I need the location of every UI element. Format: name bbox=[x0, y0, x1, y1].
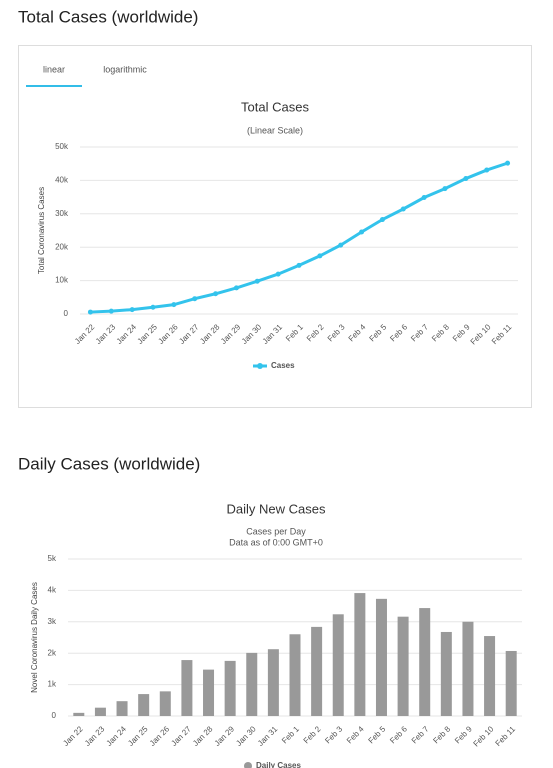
x-tick-label: Jan 26 bbox=[148, 724, 172, 748]
bar bbox=[332, 614, 344, 716]
bar bbox=[138, 694, 150, 716]
x-tick-label: Jan 22 bbox=[61, 724, 85, 748]
y-tick-label: 2k bbox=[48, 648, 57, 657]
bar bbox=[267, 649, 279, 716]
bar bbox=[116, 701, 128, 716]
point bbox=[338, 242, 344, 248]
y-tick-label: 30k bbox=[55, 209, 69, 218]
x-tick-label: Feb 3 bbox=[323, 724, 344, 745]
x-tick-label: Jan 30 bbox=[234, 724, 258, 748]
legend-label: Daily Cases bbox=[256, 761, 301, 768]
point bbox=[192, 296, 198, 302]
x-tick-label: Feb 5 bbox=[367, 724, 388, 745]
section-heading: Total Cases (worldwide) bbox=[18, 7, 198, 26]
bar bbox=[397, 616, 409, 716]
bar bbox=[419, 608, 431, 716]
point bbox=[213, 291, 219, 297]
point bbox=[484, 167, 490, 173]
x-tick-label: Feb 7 bbox=[410, 724, 431, 745]
point bbox=[233, 285, 239, 291]
x-tick-label: Feb 4 bbox=[345, 724, 366, 745]
y-tick-label: 40k bbox=[55, 176, 69, 185]
point bbox=[505, 160, 511, 166]
bar bbox=[462, 621, 474, 716]
x-tick-label: Jan 31 bbox=[256, 724, 280, 748]
x-tick-label: Feb 6 bbox=[388, 724, 409, 745]
y-axis-title: Total Coronavirus Cases bbox=[37, 187, 46, 274]
point bbox=[129, 307, 135, 313]
x-tick-label: Jan 27 bbox=[169, 724, 193, 748]
y-tick-label: 10k bbox=[55, 276, 69, 285]
bar bbox=[505, 650, 517, 716]
bar bbox=[224, 660, 236, 716]
point bbox=[150, 304, 156, 310]
section-heading: Daily Cases (worldwide) bbox=[18, 454, 200, 473]
x-tick-label: Feb 1 bbox=[280, 724, 301, 745]
chart-box bbox=[18, 45, 532, 408]
point bbox=[400, 206, 406, 212]
bar bbox=[159, 691, 171, 716]
x-tick-label: Feb 2 bbox=[302, 724, 323, 745]
point bbox=[108, 308, 114, 314]
point bbox=[421, 195, 427, 201]
point bbox=[254, 278, 260, 284]
point bbox=[379, 217, 385, 223]
y-tick-label: 0 bbox=[64, 309, 69, 318]
point bbox=[275, 271, 281, 277]
point bbox=[463, 176, 469, 182]
point bbox=[171, 302, 177, 308]
y-tick-label: 3k bbox=[48, 617, 57, 626]
tab[interactable]: logarithmic bbox=[103, 64, 147, 74]
chart-subtitle: Data as of 0:00 GMT+0 bbox=[229, 537, 323, 547]
point bbox=[87, 309, 93, 315]
legend-label: Cases bbox=[271, 361, 295, 370]
point bbox=[296, 262, 302, 268]
point bbox=[359, 229, 365, 235]
legend-symbol bbox=[257, 363, 263, 369]
bar bbox=[289, 634, 301, 716]
chart-title: Daily New Cases bbox=[227, 501, 326, 516]
bar bbox=[246, 652, 258, 716]
chart-subtitle: Cases per Day bbox=[246, 526, 306, 536]
y-tick-label: 0 bbox=[52, 711, 57, 720]
bar bbox=[484, 636, 496, 716]
bar bbox=[73, 712, 85, 716]
x-tick-label: Feb 10 bbox=[472, 724, 496, 748]
y-tick-label: 50k bbox=[55, 142, 69, 151]
y-tick-label: 5k bbox=[48, 554, 57, 563]
x-tick-label: Jan 23 bbox=[83, 724, 107, 748]
y-tick-label: 4k bbox=[48, 586, 57, 595]
x-tick-label: Jan 25 bbox=[126, 724, 150, 748]
chart-subtitle: (Linear Scale) bbox=[247, 125, 303, 135]
bar bbox=[440, 631, 452, 716]
y-tick-label: 1k bbox=[48, 680, 57, 689]
bar bbox=[181, 660, 193, 716]
bar bbox=[311, 626, 323, 716]
bar bbox=[354, 593, 366, 716]
bar bbox=[375, 598, 387, 716]
y-tick-label: 20k bbox=[55, 242, 69, 251]
x-tick-label: Jan 29 bbox=[213, 724, 237, 748]
x-tick-label: Jan 28 bbox=[191, 724, 215, 748]
chart-title: Total Cases bbox=[241, 99, 309, 114]
point bbox=[442, 186, 448, 192]
bar bbox=[94, 707, 106, 716]
x-tick-label: Feb 8 bbox=[431, 724, 452, 745]
y-axis-title: Novel Coronavirus Daily Cases bbox=[30, 582, 39, 693]
legend-symbol bbox=[244, 762, 252, 768]
tab[interactable]: linear bbox=[43, 64, 65, 74]
x-tick-label: Jan 24 bbox=[105, 724, 129, 748]
bar bbox=[203, 669, 215, 716]
point bbox=[317, 253, 323, 259]
x-tick-label: Feb 11 bbox=[494, 724, 518, 748]
